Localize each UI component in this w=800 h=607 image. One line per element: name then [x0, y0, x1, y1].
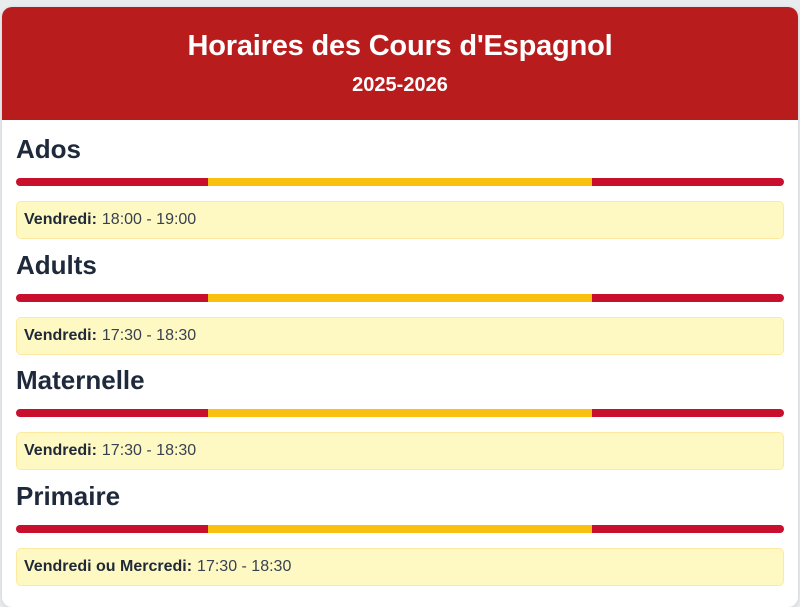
section-maternelle: Maternelle Vendredi: 17:30 - 18:30 [16, 364, 784, 480]
schedule-card: Horaires des Cours d'Espagnol 2025-2026 … [2, 7, 798, 607]
section-title: Adults [16, 249, 97, 280]
section-title: Ados [16, 134, 81, 164]
schedule-day: Vendredi: [24, 211, 97, 228]
schedule-item: Vendredi ou Mercredi: 17:30 - 18:30 [16, 547, 784, 586]
schedule-time: 17:30 - 18:30 [101, 442, 197, 459]
section-ados: Ados Vendredi: 18:00 - 19:00 [16, 133, 784, 249]
schedule-item: Vendredi: 17:30 - 18:30 [16, 432, 784, 470]
schedule-item: Vendredi: 17:30 - 18:30 [16, 316, 784, 355]
section-primaire: Primaire Vendredi ou Mercredi: 17:30 - 1… [16, 480, 784, 596]
schedule-day: Vendredi ou Mercredi: [24, 557, 193, 575]
page-title: Horaires des Cours d'Espagnol [187, 30, 613, 62]
flag-red-stripe [592, 409, 784, 417]
flag-red-stripe [592, 293, 784, 302]
schedule-item: Vendredi: 18:00 - 19:00 [16, 201, 784, 239]
spain-flag-divider [16, 524, 784, 533]
section-title: Primaire [16, 480, 121, 511]
page-subtitle: 2025-2026 [352, 74, 448, 96]
flag-yellow-stripe [208, 409, 592, 417]
schedule-day: Vendredi: [24, 326, 97, 344]
section-title: Maternelle [16, 365, 145, 395]
page-header: Horaires des Cours d'Espagnol 2025-2026 [2, 7, 798, 120]
flag-red-stripe [592, 524, 784, 533]
flag-red-stripe [16, 293, 208, 302]
flag-red-stripe [16, 524, 208, 533]
flag-red-stripe [16, 409, 208, 417]
flag-red-stripe [592, 178, 784, 186]
spain-flag-divider [16, 178, 784, 186]
schedule-time: 17:30 - 18:30 [101, 326, 197, 344]
spain-flag-divider [16, 409, 784, 417]
flag-yellow-stripe [208, 524, 592, 533]
schedule-day: Vendredi: [24, 442, 97, 459]
spain-flag-divider [16, 293, 784, 302]
sections-list: Ados Vendredi: 18:00 - 19:00 Adults Vend… [2, 120, 798, 595]
flag-yellow-stripe [208, 178, 592, 186]
flag-yellow-stripe [208, 293, 592, 302]
flag-red-stripe [16, 178, 208, 186]
section-adults: Adults Vendredi: 17:30 - 18:30 [16, 249, 784, 365]
schedule-time: 18:00 - 19:00 [101, 211, 197, 228]
schedule-time: 17:30 - 18:30 [197, 557, 292, 575]
